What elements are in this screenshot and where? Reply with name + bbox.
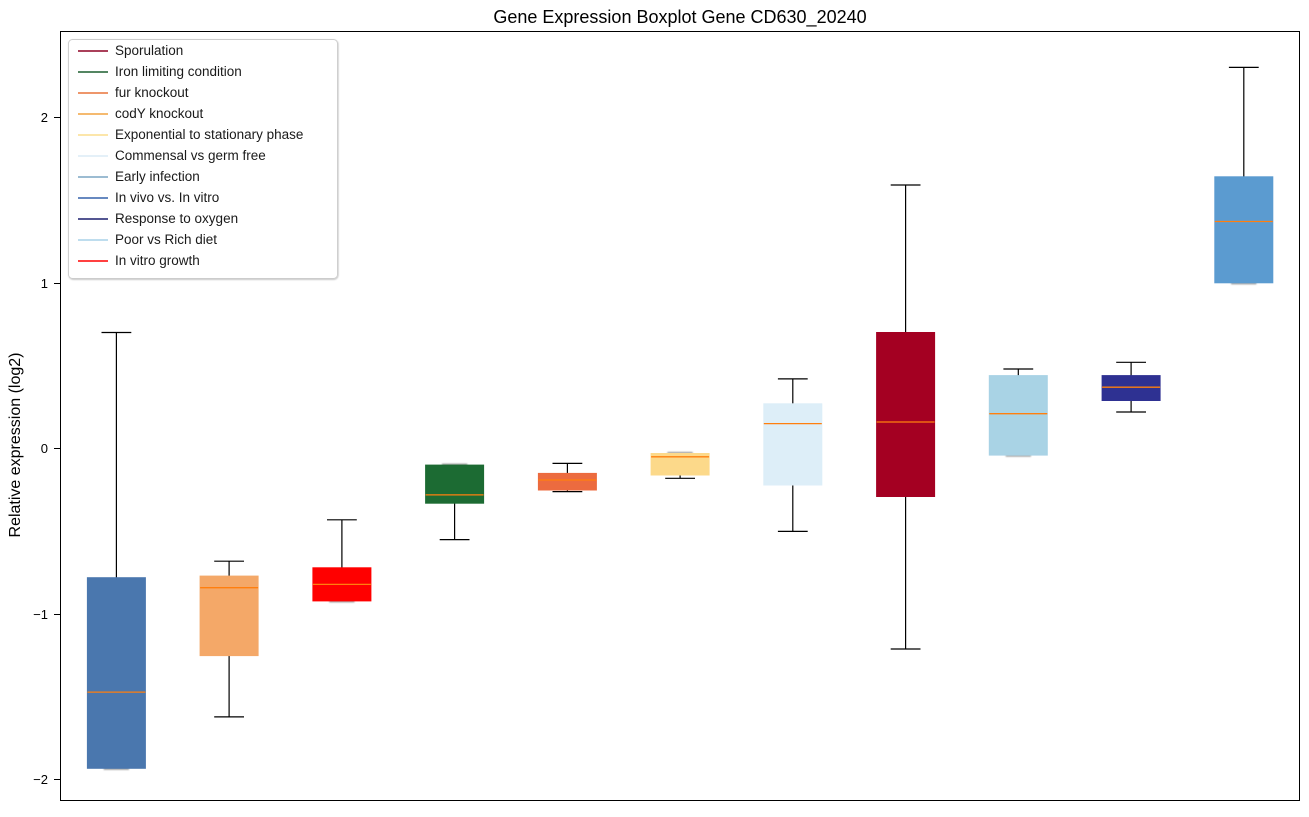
svg-text:−1: −1 bbox=[33, 607, 48, 622]
svg-text:fur knockout: fur knockout bbox=[115, 85, 189, 100]
svg-text:Early infection: Early infection bbox=[115, 169, 200, 184]
svg-text:Response to oxygen: Response to oxygen bbox=[115, 211, 238, 226]
svg-text:Gene Expression Boxplot Gene C: Gene Expression Boxplot Gene CD630_20240 bbox=[493, 7, 866, 28]
svg-text:In vitro growth: In vitro growth bbox=[115, 253, 200, 268]
svg-text:1: 1 bbox=[41, 276, 48, 291]
svg-text:Relative expression (log2): Relative expression (log2) bbox=[7, 353, 24, 538]
svg-text:−2: −2 bbox=[33, 772, 48, 787]
svg-text:Poor vs Rich diet: Poor vs Rich diet bbox=[115, 232, 217, 247]
svg-text:Exponential to stationary phas: Exponential to stationary phase bbox=[115, 127, 303, 142]
svg-text:0: 0 bbox=[41, 441, 48, 456]
svg-text:Iron limiting condition: Iron limiting condition bbox=[115, 64, 242, 79]
svg-text:In vivo vs. In vitro: In vivo vs. In vitro bbox=[115, 190, 219, 205]
svg-text:Commensal vs germ free: Commensal vs germ free bbox=[115, 148, 266, 163]
svg-text:Sporulation: Sporulation bbox=[115, 43, 183, 58]
svg-text:2: 2 bbox=[41, 110, 48, 125]
svg-text:codY knockout: codY knockout bbox=[115, 106, 204, 121]
